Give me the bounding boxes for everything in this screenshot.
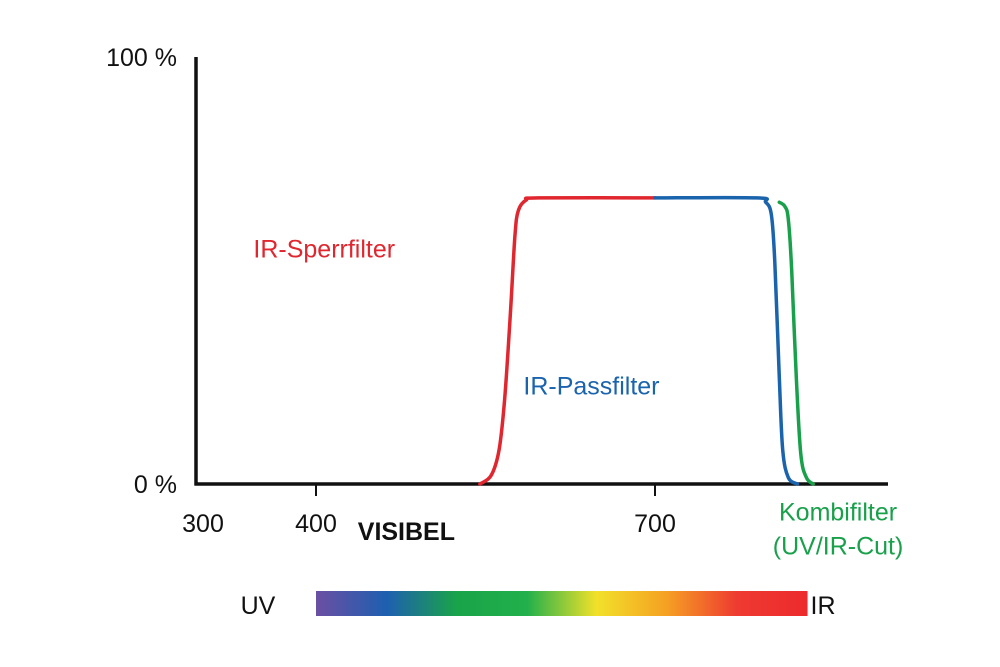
y-tick-label: 0 % — [134, 471, 177, 499]
axes: 100 % 0 %300 400 700 — [106, 44, 888, 538]
spectrum-ir-label: IR — [811, 592, 836, 620]
spectrum-uv-label: UV — [241, 592, 276, 620]
series-label-kombifilter-uv-ir-cut: (UV/IR-Cut) — [773, 533, 904, 561]
spectrum-bar-group: UV IR — [241, 591, 836, 620]
series-group — [478, 195, 815, 486]
x-tick-label: 400 — [295, 510, 337, 538]
x-tick-label: 300 — [182, 510, 224, 538]
labels-group: VISIBEL IR-Sperrfilter IR-Passfilter Kombif… — [253, 236, 903, 561]
x-tick-label: 700 — [634, 510, 676, 538]
series-line-kombifilter-uv-ir-cut — [777, 200, 815, 486]
series-line-ir-passfilter — [653, 195, 800, 486]
series-label-ir-sperrfilter: IR-Sperrfilter — [253, 236, 395, 264]
series-label-ir-passfilter: IR-Passfilter — [523, 372, 659, 400]
series-label-kombifilter-uv-ir-cut: Kombifilter — [779, 499, 897, 527]
series-line-ir-sperrfilter — [478, 196, 657, 486]
spectrum-bar — [316, 591, 808, 616]
visible-band-label: VISIBEL — [358, 518, 455, 546]
y-tick-label: 100 % — [106, 44, 177, 72]
